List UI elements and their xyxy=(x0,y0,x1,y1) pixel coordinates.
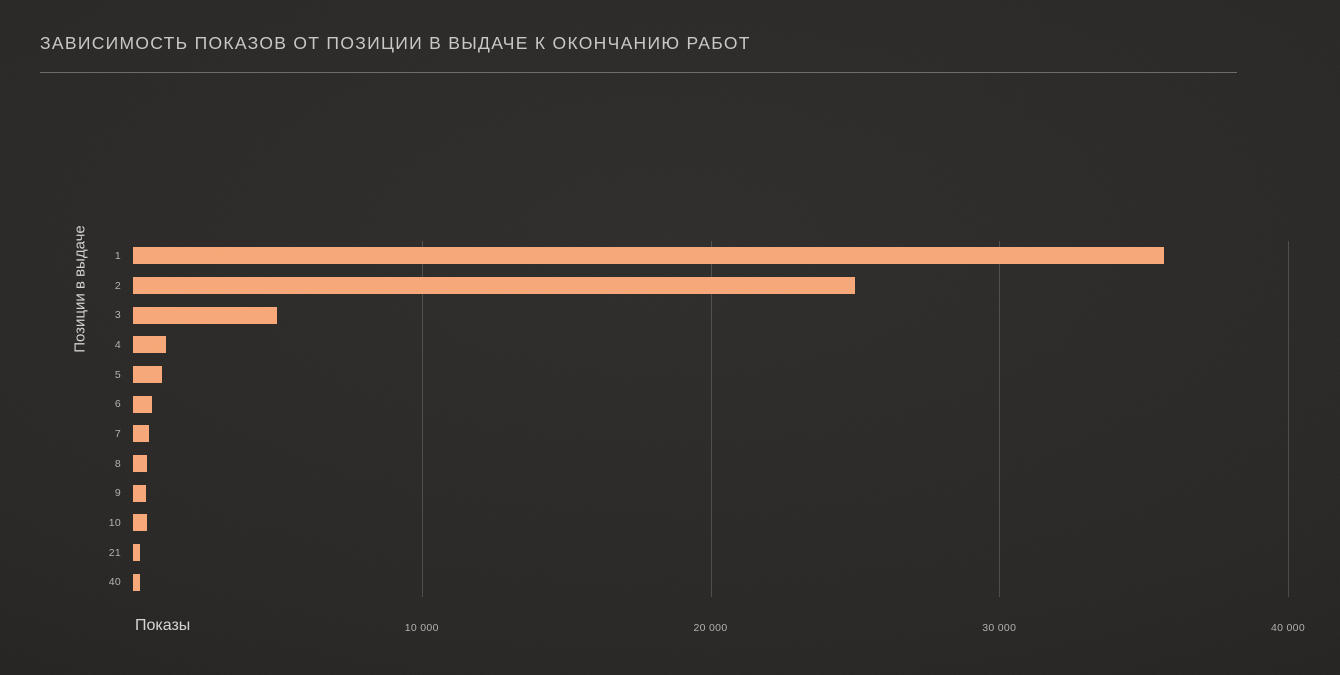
bar-category-label: 2 xyxy=(114,279,121,292)
bar-rows: 1 2 3 4 5 6 7 8 9 10 21 40 xyxy=(109,241,1288,597)
title-divider xyxy=(40,72,1237,73)
bar-row: 9 xyxy=(115,478,1288,508)
bar xyxy=(133,277,855,294)
bar-category-label: 5 xyxy=(114,368,121,381)
plot-area: 1 2 3 4 5 6 7 8 9 10 21 40 xyxy=(109,241,1289,597)
bar-category-label: 40 xyxy=(108,576,121,589)
x-tick-label: 30 000 xyxy=(982,622,1017,634)
bar-category-label: 10 xyxy=(108,516,121,529)
bar-row: 8 xyxy=(115,449,1288,479)
bar-row: 5 xyxy=(115,360,1288,390)
bar-category-label: 3 xyxy=(114,309,121,322)
bar-row: 21 xyxy=(109,538,1288,568)
bar-row: 3 xyxy=(115,300,1288,330)
bar xyxy=(133,425,149,443)
bar-row: 40 xyxy=(109,567,1288,597)
bar-row: 7 xyxy=(115,419,1288,449)
x-tick-label: 20 000 xyxy=(693,622,728,634)
bar-category-label: 1 xyxy=(114,249,121,262)
chart-title: ЗАВИСИМОСТЬ ПОКАЗОВ ОТ ПОЗИЦИИ В ВЫДАЧЕ … xyxy=(40,33,751,53)
bar xyxy=(133,544,141,562)
bar xyxy=(133,573,140,591)
gridline xyxy=(1288,241,1289,597)
y-axis-label: Позиции в выдаче xyxy=(71,225,89,353)
bar-row: 6 xyxy=(115,389,1288,419)
bar xyxy=(133,484,146,502)
bar xyxy=(133,366,162,384)
bar-category-label: 9 xyxy=(114,487,121,500)
bar-row: 4 xyxy=(115,330,1288,360)
x-tick-label: 40 000 xyxy=(1271,622,1305,634)
bar-row: 2 xyxy=(115,271,1288,301)
bar-row: 10 xyxy=(109,508,1288,538)
x-axis-ticks: 10 000 20 000 30 000 40 000 xyxy=(133,597,1305,639)
bar-category-label: 7 xyxy=(114,427,121,440)
bar-row: 1 xyxy=(115,241,1288,271)
bar xyxy=(133,336,167,354)
bar-category-label: 6 xyxy=(114,398,121,411)
x-axis-label: Показы xyxy=(135,617,191,634)
bar xyxy=(133,395,152,413)
bar xyxy=(133,455,147,473)
x-tick-label: 10 000 xyxy=(404,622,439,634)
bar-category-label: 21 xyxy=(108,546,121,559)
bar-category-label: 8 xyxy=(114,457,121,470)
bar xyxy=(133,514,147,532)
bar-category-label: 4 xyxy=(114,338,121,351)
bar xyxy=(133,306,278,324)
bar xyxy=(133,247,1164,265)
